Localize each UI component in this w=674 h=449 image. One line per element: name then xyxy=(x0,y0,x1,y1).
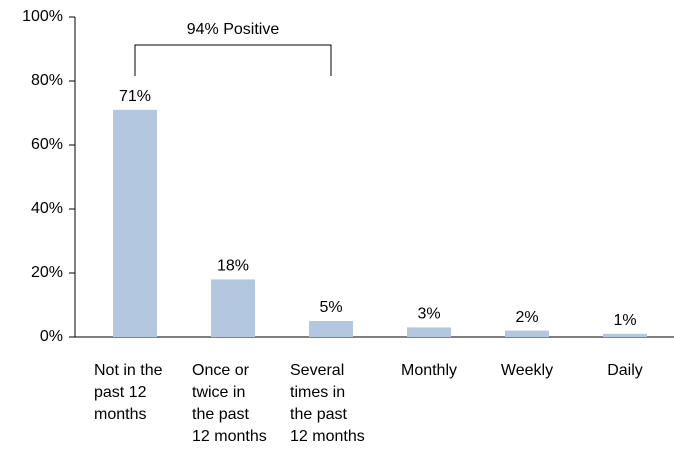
value-label: 71% xyxy=(119,88,151,105)
y-tick-label: 60% xyxy=(31,136,63,153)
x-tick-label: Not in the past 12 months xyxy=(94,362,163,423)
value-label: 2% xyxy=(515,309,538,326)
y-tick-label: 80% xyxy=(31,72,63,89)
value-label: 5% xyxy=(319,299,342,316)
x-tick-line: Once or xyxy=(192,362,250,379)
x-tick-line: the past xyxy=(290,406,347,423)
annotation: 94% Positive xyxy=(187,21,280,38)
y-tick-label: 20% xyxy=(31,264,63,281)
x-tick-label: Once or twice in the past 12 months xyxy=(192,362,267,445)
bar xyxy=(505,330,549,337)
bar xyxy=(407,327,451,337)
x-tick-line: Not in the xyxy=(94,362,163,379)
annotation-bracket xyxy=(134,44,332,76)
x-tick-line: Monthly xyxy=(401,362,457,379)
bar xyxy=(211,279,255,337)
y-tick-label: 40% xyxy=(31,200,63,217)
y-tick-label: 0% xyxy=(40,328,63,345)
x-tick-line: twice in xyxy=(192,384,245,401)
x-tick-line: times in xyxy=(290,384,345,401)
x-tick-line: 12 months xyxy=(192,428,267,445)
x-tick-label: Daily xyxy=(607,362,643,379)
x-tick-line: Weekly xyxy=(501,362,553,379)
x-tick-line: the past xyxy=(192,406,249,423)
x-tick-label: Weekly xyxy=(501,362,553,379)
y-tick-label: 100% xyxy=(22,8,63,25)
x-tick-line: months xyxy=(94,406,146,423)
value-label: 3% xyxy=(417,306,440,323)
bar xyxy=(603,333,647,337)
x-tick-line: past 12 xyxy=(94,384,147,401)
value-label: 1% xyxy=(613,312,636,329)
value-label: 18% xyxy=(217,258,249,275)
bar xyxy=(309,321,353,337)
x-tick-label: Several times in the past 12 months xyxy=(290,362,365,445)
x-tick-line: Several xyxy=(290,362,344,379)
x-tick-line: Daily xyxy=(607,362,643,379)
x-tick-line: 12 months xyxy=(290,428,365,445)
bar xyxy=(113,109,157,337)
x-tick-label: Monthly xyxy=(401,362,457,379)
